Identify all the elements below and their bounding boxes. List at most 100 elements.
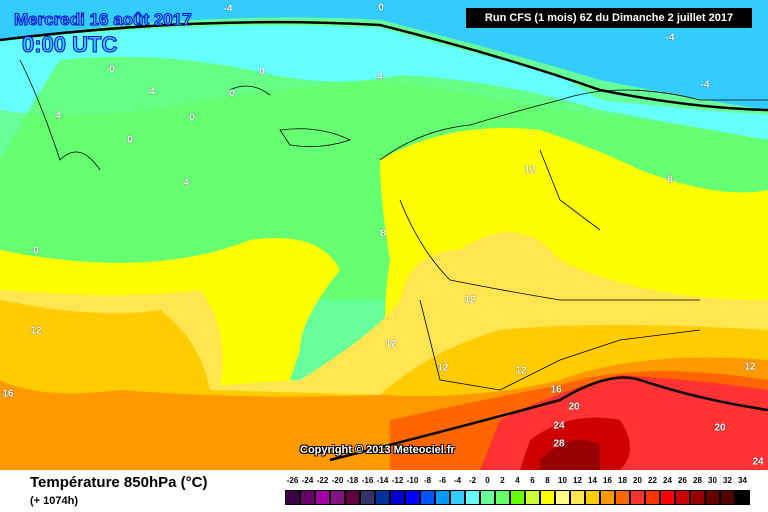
legend-swatch	[375, 490, 390, 505]
contour-label: -4	[700, 79, 710, 91]
contour-label: 12	[437, 362, 449, 374]
legend-label: 28	[693, 476, 702, 485]
legend-label: 10	[558, 476, 567, 485]
lead-time: (+ 1074h)	[30, 495, 78, 507]
legend-label: -10	[406, 476, 419, 485]
contour-label: 28	[553, 438, 565, 450]
legend-label: 22	[648, 476, 657, 485]
legend-label: -2	[468, 476, 477, 485]
legend-label: -4	[453, 476, 462, 485]
legend-swatch	[690, 490, 705, 505]
contour-label: 12	[744, 361, 756, 373]
contour-label: 4	[149, 86, 155, 98]
temperature-map: Mercredi 16 août 2017 0:00 UTC Run CFS (…	[0, 0, 768, 470]
legend-label: 30	[708, 476, 717, 485]
legend-label: -22	[316, 476, 329, 485]
legend-swatch	[630, 490, 645, 505]
legend-label: 16	[603, 476, 612, 485]
legend-label: 0	[485, 476, 490, 485]
contour-label: 4	[183, 177, 189, 189]
legend-label: 32	[723, 476, 732, 485]
contour-label: 24	[553, 420, 565, 432]
run-info: Run CFS (1 mois) 6Z du Dimanche 2 juille…	[466, 8, 752, 28]
legend-label: 6	[530, 476, 535, 485]
map-time: 0:00 UTC	[21, 32, 118, 58]
legend-swatch	[720, 490, 735, 505]
legend-label: -18	[346, 476, 359, 485]
legend-label: 26	[678, 476, 687, 485]
legend-swatch	[615, 490, 630, 505]
legend-swatch	[600, 490, 615, 505]
contour-label: 0	[127, 134, 133, 146]
legend-label: 12	[573, 476, 582, 485]
contour-label: 20	[714, 422, 726, 434]
legend-swatch	[480, 490, 495, 505]
legend-label: 20	[633, 476, 642, 485]
contour-label: -4	[665, 32, 675, 44]
legend-swatch	[645, 490, 660, 505]
contour-label: 16	[2, 388, 14, 400]
legend-swatch	[540, 490, 555, 505]
legend-swatch	[315, 490, 330, 505]
legend-label: 34	[738, 476, 747, 485]
contour-line-20	[329, 376, 768, 462]
coastlines	[379, 89, 768, 391]
legend-swatch	[555, 490, 570, 505]
contour-label: 8	[380, 228, 386, 240]
legend-label: 2	[500, 476, 505, 485]
contour-label: 16	[550, 384, 562, 396]
legend-label: -24	[301, 476, 314, 485]
contour-label: 0	[229, 88, 235, 100]
greenland-iceland-coast	[19, 59, 352, 171]
legend-swatch	[285, 490, 300, 505]
contour-label: 12	[464, 294, 476, 306]
legend-label: 4	[515, 476, 520, 485]
legend-label: -12	[391, 476, 404, 485]
legend-swatch	[300, 490, 315, 505]
legend-swatch	[405, 490, 420, 505]
legend-swatch	[495, 490, 510, 505]
contour-label: 12	[385, 338, 397, 350]
legend-swatch	[420, 490, 435, 505]
legend-swatch	[345, 490, 360, 505]
legend-swatch	[360, 490, 375, 505]
contour-label: -4	[223, 3, 233, 15]
legend-label: 18	[618, 476, 627, 485]
legend-swatch	[705, 490, 720, 505]
contour-label: 0	[259, 66, 265, 78]
field-28-30	[540, 440, 600, 470]
field-title: Température 850hPa (°C)	[30, 474, 208, 491]
map-field	[0, 0, 768, 470]
legend-swatch	[660, 490, 675, 505]
contour-line-0	[0, 20, 768, 112]
contour-label: 12	[515, 365, 527, 377]
legend-swatch	[510, 490, 525, 505]
map-date: Mercredi 16 août 2017	[14, 10, 193, 30]
legend-swatch	[525, 490, 540, 505]
legend-swatch	[435, 490, 450, 505]
legend-label: 24	[663, 476, 672, 485]
legend-swatch	[675, 490, 690, 505]
contour-label: 12	[30, 325, 42, 337]
legend-swatch	[330, 490, 345, 505]
legend-label: -26	[286, 476, 299, 485]
legend-label: -16	[361, 476, 374, 485]
legend-label: 14	[588, 476, 597, 485]
contour-label: 12	[524, 164, 536, 176]
contour-label: 0	[33, 245, 39, 257]
legend-label: -6	[438, 476, 447, 485]
legend-label: -14	[376, 476, 389, 485]
contour-label: 24	[752, 456, 764, 468]
legend-label: 8	[545, 476, 550, 485]
contour-label: 20	[568, 401, 580, 413]
legend-label: -20	[331, 476, 344, 485]
legend-swatch	[450, 490, 465, 505]
copyright: Copyright © 2013 Meteociel.fr	[300, 444, 455, 456]
legend-swatch	[390, 490, 405, 505]
legend-label: -8	[423, 476, 432, 485]
contour-label: 4	[55, 110, 61, 122]
contour-label: 0	[109, 64, 115, 76]
contour-label: 0	[189, 112, 195, 124]
contour-label: 8	[667, 174, 673, 186]
legend-swatch	[570, 490, 585, 505]
